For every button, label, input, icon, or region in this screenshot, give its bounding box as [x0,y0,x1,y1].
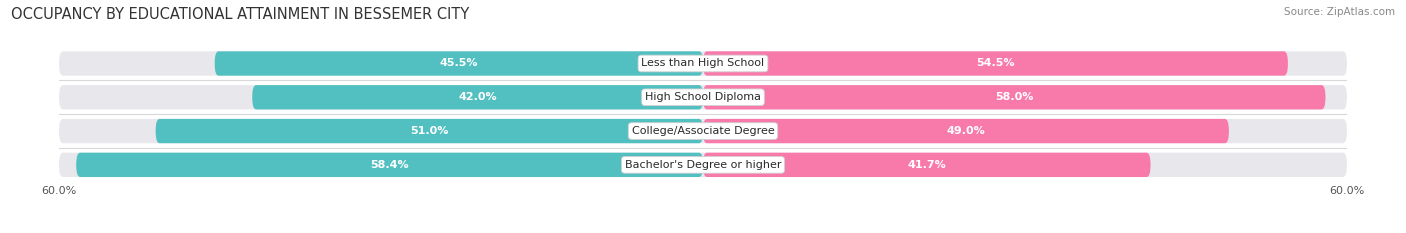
Text: 54.5%: 54.5% [976,58,1015,69]
FancyBboxPatch shape [703,153,1150,177]
Text: Source: ZipAtlas.com: Source: ZipAtlas.com [1284,7,1395,17]
Text: 58.0%: 58.0% [995,92,1033,102]
Text: College/Associate Degree: College/Associate Degree [631,126,775,136]
FancyBboxPatch shape [252,85,703,110]
Text: 42.0%: 42.0% [458,92,496,102]
Text: Bachelor's Degree or higher: Bachelor's Degree or higher [624,160,782,170]
Text: OCCUPANCY BY EDUCATIONAL ATTAINMENT IN BESSEMER CITY: OCCUPANCY BY EDUCATIONAL ATTAINMENT IN B… [11,7,470,22]
FancyBboxPatch shape [76,153,703,177]
Text: 49.0%: 49.0% [946,126,986,136]
FancyBboxPatch shape [59,119,1347,143]
FancyBboxPatch shape [156,119,703,143]
FancyBboxPatch shape [215,51,703,76]
Text: High School Diploma: High School Diploma [645,92,761,102]
Text: Less than High School: Less than High School [641,58,765,69]
Text: 58.4%: 58.4% [370,160,409,170]
Text: 51.0%: 51.0% [411,126,449,136]
Text: 41.7%: 41.7% [907,160,946,170]
FancyBboxPatch shape [59,85,1347,110]
FancyBboxPatch shape [703,51,1288,76]
FancyBboxPatch shape [59,153,1347,177]
FancyBboxPatch shape [703,119,1229,143]
FancyBboxPatch shape [703,85,1326,110]
Text: 45.5%: 45.5% [440,58,478,69]
FancyBboxPatch shape [59,51,1347,76]
